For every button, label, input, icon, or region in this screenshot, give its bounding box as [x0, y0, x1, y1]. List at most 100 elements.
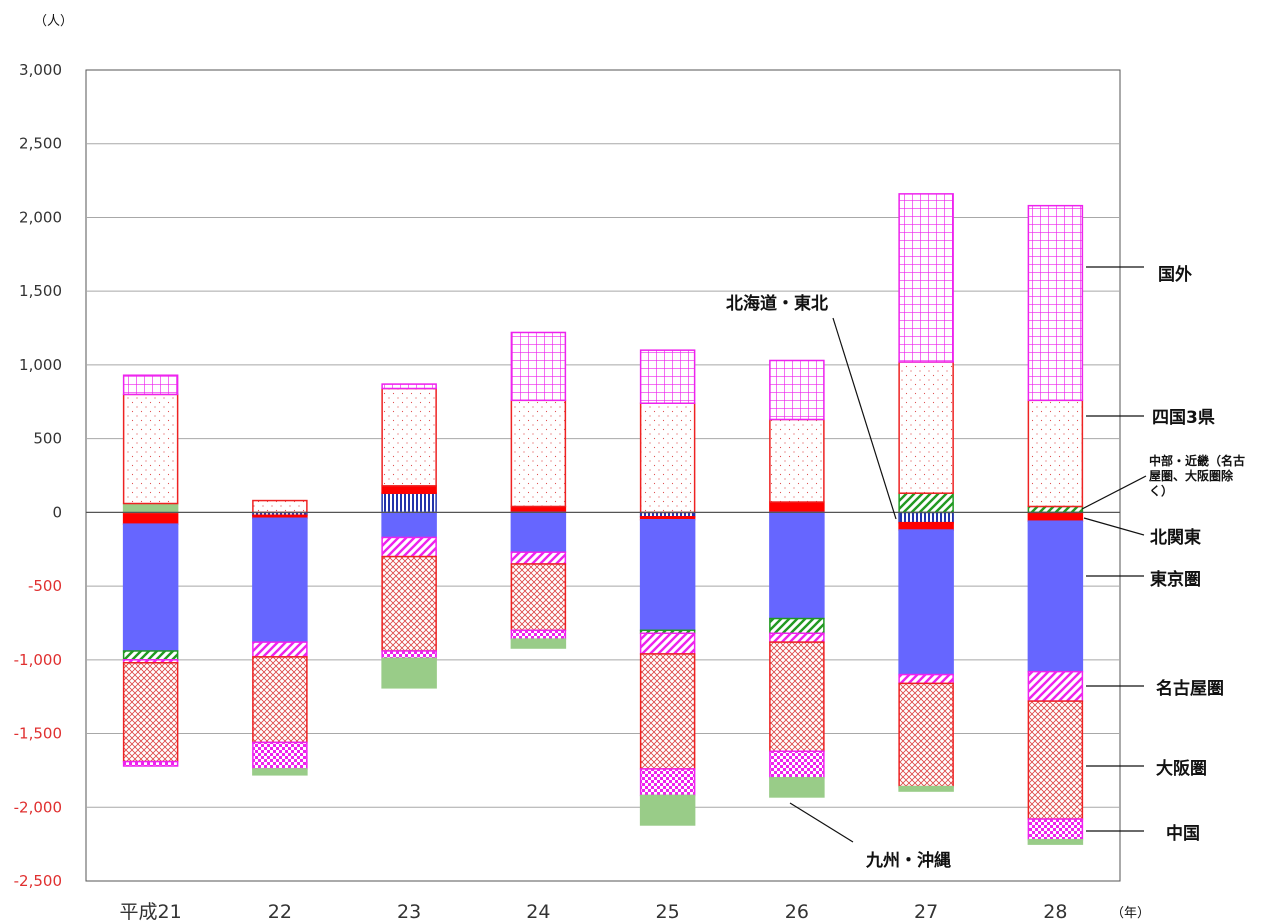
legend-label-chubu-line3: く） [1149, 483, 1173, 498]
legend-label-nagoya: 名古屋圏 [1156, 678, 1224, 699]
bar-segment [122, 511, 179, 525]
legend-label-chubu-line1: 中部・近畿（名古 [1149, 453, 1245, 468]
legend-label-kokugai: 国外 [1158, 264, 1192, 285]
bar-segment [510, 629, 567, 640]
callout-line-chubu [1081, 475, 1147, 510]
y-tick-label: -1,000 [14, 651, 62, 669]
bar-segment [769, 632, 825, 643]
bar-segment [769, 511, 825, 620]
bar-segment [381, 657, 437, 689]
x-tick-label: 25 [656, 901, 680, 923]
bar-segment [898, 529, 954, 676]
bar-segment [122, 523, 179, 652]
y-tick-label: -500 [28, 577, 62, 595]
bar-segment [252, 656, 308, 744]
x-tick-label: 28 [1043, 901, 1067, 923]
x-tick-label: 22 [268, 901, 292, 923]
x-tick-label: 24 [526, 901, 550, 923]
x-tick-label: 26 [785, 901, 809, 923]
bar-segment [769, 777, 825, 798]
bar-segment [510, 399, 567, 508]
bar-segment [381, 485, 437, 494]
bar-segment [898, 361, 954, 494]
bar-segment [252, 517, 308, 643]
y-tick-label: 0 [52, 503, 62, 521]
bar-segment [252, 499, 308, 514]
bar-segment [639, 632, 696, 655]
x-tick-label: 27 [914, 901, 938, 923]
bar-segment [898, 673, 954, 685]
bar-segment [252, 641, 308, 658]
legend-label-chugoku: 中国 [1166, 823, 1200, 844]
legend-label-chubu-line2: 屋圏、大阪圏除 [1149, 468, 1234, 483]
legend-label-shikoku: 四国3県 [1152, 408, 1215, 428]
bar-segment [122, 662, 179, 763]
bar-segment [769, 617, 825, 635]
bar-segment [898, 511, 954, 524]
y-tick-label: -1,500 [14, 725, 62, 743]
bar-segment [639, 653, 696, 770]
bar-segment [769, 750, 825, 779]
bar-segment [510, 511, 567, 553]
legend-label-hokkaido: 北海道・東北 [726, 293, 828, 314]
y-tick-label: 2,000 [19, 208, 62, 226]
bar-segment [898, 682, 954, 788]
bar-segment [381, 555, 437, 652]
y-axis-ticks: 3,000 2,500 2,000 1,500 1,000 500 0 -500 -1,000 -… [14, 61, 62, 890]
callout-line-hokkaido [832, 317, 897, 520]
grid-lines [86, 143, 1120, 808]
x-tick-label: 23 [397, 901, 421, 923]
y-tick-label: -2,500 [14, 872, 62, 890]
x-tick-label: 平成21 [120, 901, 182, 923]
callout-line-kyushu [789, 802, 854, 843]
x-axis-ticks: 平成21 22 23 24 25 26 27 28 [120, 901, 1068, 923]
bar-segment [381, 511, 437, 539]
bar-segment [1027, 511, 1084, 522]
bar-segment [510, 505, 567, 514]
bar-segment [1027, 818, 1084, 841]
y-tick-label: 500 [33, 430, 62, 448]
bar-segment [639, 768, 696, 797]
plot-frame [85, 69, 1121, 882]
bar-segment [898, 193, 954, 363]
callout-line-kitakanto [1083, 517, 1145, 536]
bar-segment [510, 563, 567, 632]
bar-segment [122, 502, 179, 514]
bar-segment [122, 374, 179, 396]
bar-segment [639, 402, 696, 514]
y-tick-label: 1,500 [19, 282, 62, 300]
legend-label-kyushu: 九州・沖縄 [865, 850, 951, 871]
bar-segment [898, 492, 954, 514]
bar-segment [1027, 505, 1084, 514]
bar-segment [510, 551, 567, 565]
bar-segment [898, 521, 954, 531]
bar-segment [381, 650, 437, 660]
bar-segment [381, 387, 437, 487]
bar-segment [639, 518, 696, 632]
bar-segment [510, 638, 567, 649]
bar-segment [381, 492, 437, 514]
bar-segment [769, 501, 825, 514]
bar-segment [1027, 204, 1084, 402]
bar-segment [1027, 399, 1084, 508]
bar-segment [1027, 700, 1084, 820]
bar-segment [252, 741, 308, 770]
bar-segment [639, 349, 696, 404]
bar-segment [1027, 520, 1084, 673]
y-tick-label: -2,000 [14, 798, 62, 816]
bar-segment [122, 760, 179, 767]
bar-segment [769, 359, 825, 421]
bar-segment [510, 331, 567, 402]
bar-segment [381, 536, 437, 558]
bar-segment [122, 393, 179, 505]
legend-callouts: 国外 四国3県 中部・近畿（名古 屋圏、大阪圏除 く） 北関東 東京圏 名古屋圏… [726, 264, 1245, 871]
y-tick-label: 3,000 [19, 61, 62, 79]
legend-label-kitakanto: 北関東 [1150, 527, 1201, 548]
bar-segment [252, 768, 308, 776]
y-tick-label: 1,000 [19, 356, 62, 374]
bar-segment [381, 383, 437, 390]
bar-segment [769, 641, 825, 752]
bar-segment [639, 794, 696, 826]
legend-label-osaka: 大阪圏 [1156, 758, 1207, 779]
